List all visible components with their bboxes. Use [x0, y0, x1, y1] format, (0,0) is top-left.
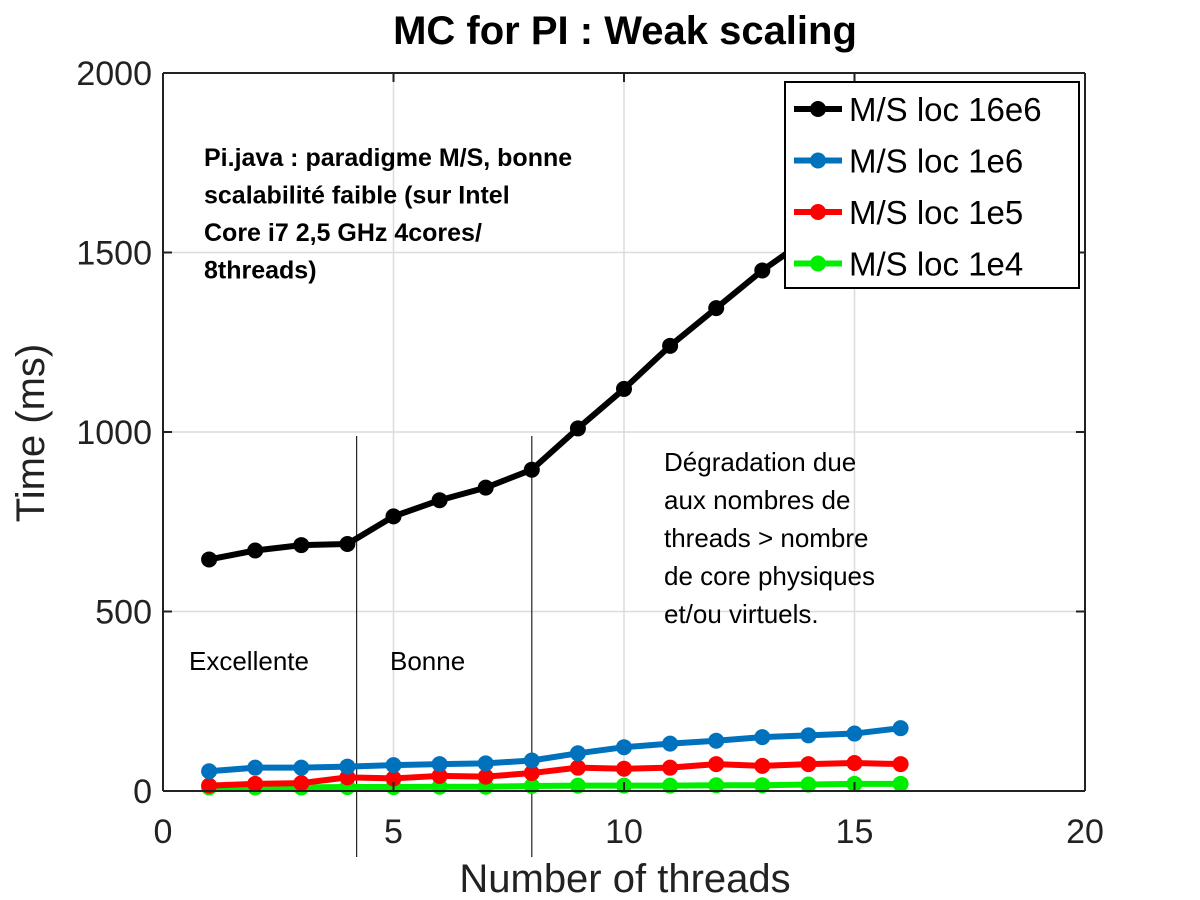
legend: M/S loc 16e6 M/S loc 1e6 M/S loc 1e5 M/S lo… [784, 81, 1080, 289]
data-point [431, 756, 448, 773]
legend-label: M/S loc 1e5 [849, 194, 1023, 231]
data-point [569, 420, 586, 437]
legend-label: M/S loc 16e6 [849, 91, 1042, 128]
region-label-good: Bonne [390, 646, 465, 676]
x-axis-label: Number of threads [459, 857, 790, 900]
data-point [708, 732, 725, 749]
data-point [339, 758, 356, 775]
data-point [431, 492, 448, 509]
data-point [293, 537, 310, 554]
data-point [431, 767, 448, 784]
legend-swatch-marker [810, 255, 826, 272]
note-text-line: 8threads) [204, 257, 317, 285]
data-point [339, 536, 356, 553]
data-point [846, 754, 863, 771]
x-tick-label: 15 [836, 813, 874, 851]
series-group [201, 151, 909, 796]
data-point [800, 727, 817, 744]
annotations: Pi.java : paradigme M/S, bonne scalabilit… [189, 144, 875, 676]
data-point [892, 756, 909, 773]
data-point [708, 300, 725, 317]
data-point [569, 759, 586, 776]
series-m-s-loc-1e6 [201, 720, 909, 780]
legend-swatch-marker [810, 204, 826, 220]
data-point [201, 777, 218, 794]
data-point [385, 770, 402, 787]
data-point [616, 760, 632, 777]
data-point [385, 508, 402, 525]
data-point [662, 735, 679, 752]
series-line [209, 780, 901, 791]
data-point [293, 775, 310, 792]
legend-swatch-marker [810, 101, 826, 117]
data-point [477, 755, 494, 772]
chart-title: MC for PI : Weak scaling [393, 9, 857, 53]
data-point [662, 759, 679, 776]
data-point [569, 745, 586, 762]
data-point [892, 775, 909, 792]
series-line [208, 725, 901, 775]
data-point [754, 777, 771, 794]
note-text-line: scalabilité faible (sur Intel [204, 182, 510, 210]
data-point [247, 759, 264, 776]
legend-label: M/S loc 1e4 [849, 246, 1023, 283]
data-point [477, 768, 494, 785]
degradation-text-line: et/ou virtuels. [664, 599, 819, 629]
data-point [800, 776, 817, 793]
x-tick-label: 20 [1066, 813, 1104, 851]
data-point [754, 729, 771, 746]
tick-labels: 0 5 10 15 20 0 500 1000 1500 2000 [76, 55, 1104, 851]
data-point [800, 756, 817, 773]
data-point [662, 777, 679, 794]
legend-box [784, 81, 1080, 289]
data-point [247, 542, 264, 559]
data-point [201, 551, 218, 568]
series-m-s-loc-16e6 [201, 151, 909, 568]
data-point [754, 757, 771, 774]
degradation-text-line: Dégradation due [664, 447, 856, 477]
x-tick-label: 10 [605, 813, 643, 851]
data-point [385, 757, 402, 774]
note-text-line: Pi.java : paradigme M/S, bonne [204, 144, 572, 172]
data-point [708, 756, 725, 773]
data-point [616, 739, 632, 756]
legend-swatch-marker [810, 152, 826, 169]
data-point [293, 759, 310, 776]
data-point [477, 479, 494, 496]
y-tick-label: 1500 [76, 235, 152, 273]
y-tick-label: 1000 [76, 414, 152, 452]
data-point [523, 765, 540, 782]
series-line [208, 759, 901, 789]
series-m-s-loc-1e5 [201, 754, 909, 794]
data-point [754, 262, 771, 279]
degradation-text-line: aux nombres de [664, 485, 850, 515]
data-point [616, 380, 632, 397]
data-point [523, 461, 540, 478]
x-tick-label: 0 [154, 813, 173, 851]
y-tick-label: 500 [95, 594, 152, 632]
data-point [569, 777, 586, 794]
data-point [201, 763, 218, 780]
axes [162, 72, 1086, 792]
degradation-text-line: de core physiques [664, 561, 875, 591]
y-tick-label: 2000 [76, 55, 152, 93]
data-point [892, 720, 909, 737]
data-point [247, 775, 264, 792]
region-label-excellent: Excellente [189, 646, 309, 676]
data-point [846, 725, 863, 742]
y-axis-label: Time (ms) [9, 344, 53, 522]
legend-label: M/S loc 1e6 [849, 143, 1023, 180]
y-tick-label: 0 [133, 773, 152, 811]
x-tick-label: 5 [384, 813, 403, 851]
note-text-line: Core i7 2,5 GHz 4cores/ [204, 219, 482, 247]
data-point [662, 337, 679, 354]
data-point [708, 777, 725, 794]
degradation-text-line: threads > nombre [664, 523, 869, 553]
data-point [523, 777, 540, 794]
data-point [523, 752, 540, 769]
